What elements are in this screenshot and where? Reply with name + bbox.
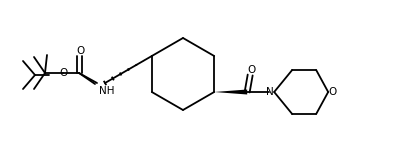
Polygon shape xyxy=(214,90,247,95)
Text: O: O xyxy=(76,46,84,56)
Text: O: O xyxy=(247,65,255,75)
Text: O: O xyxy=(59,68,67,78)
Text: NH: NH xyxy=(99,86,115,96)
Text: N: N xyxy=(266,87,274,97)
Text: O: O xyxy=(328,87,336,97)
